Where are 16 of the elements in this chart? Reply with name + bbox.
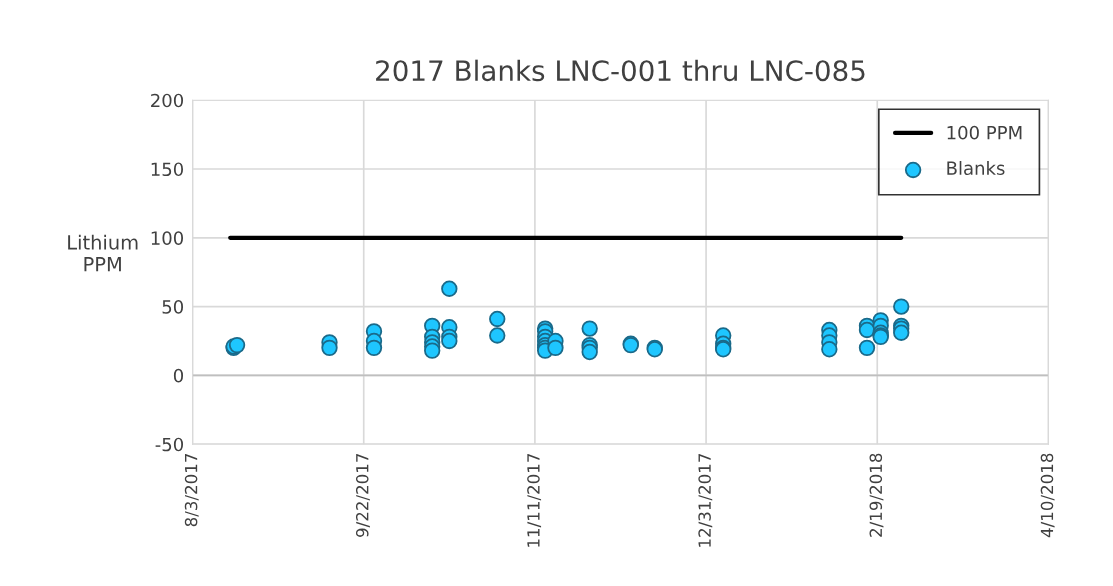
x-tick-label: 11/11/2017: [527, 453, 542, 547]
y-tick-label: 150: [151, 162, 184, 177]
x-tick-label: 12/31/2017: [698, 453, 713, 547]
legend-label: Blanks: [947, 161, 1005, 175]
chart-title: 2017 Blanks LNC-001 thru LNC-085: [376, 59, 865, 82]
x-tick-label: 2/19/2018: [869, 453, 884, 537]
y-tick-label: 50: [162, 300, 184, 314]
legend-label: 100 PPM: [947, 125, 1022, 140]
x-tick-label: 4/10/2018: [1040, 453, 1055, 538]
y-tick-label: 0: [173, 368, 184, 383]
y-tick-label: 200: [151, 93, 184, 108]
y-axis-title: Lithium PPM: [68, 234, 138, 272]
x-tick-label: 8/3/2017: [184, 453, 199, 527]
y-tick-label: -50: [155, 437, 184, 452]
x-tick-label: 9/22/2017: [355, 453, 370, 537]
y-tick-label: 100: [151, 231, 184, 245]
